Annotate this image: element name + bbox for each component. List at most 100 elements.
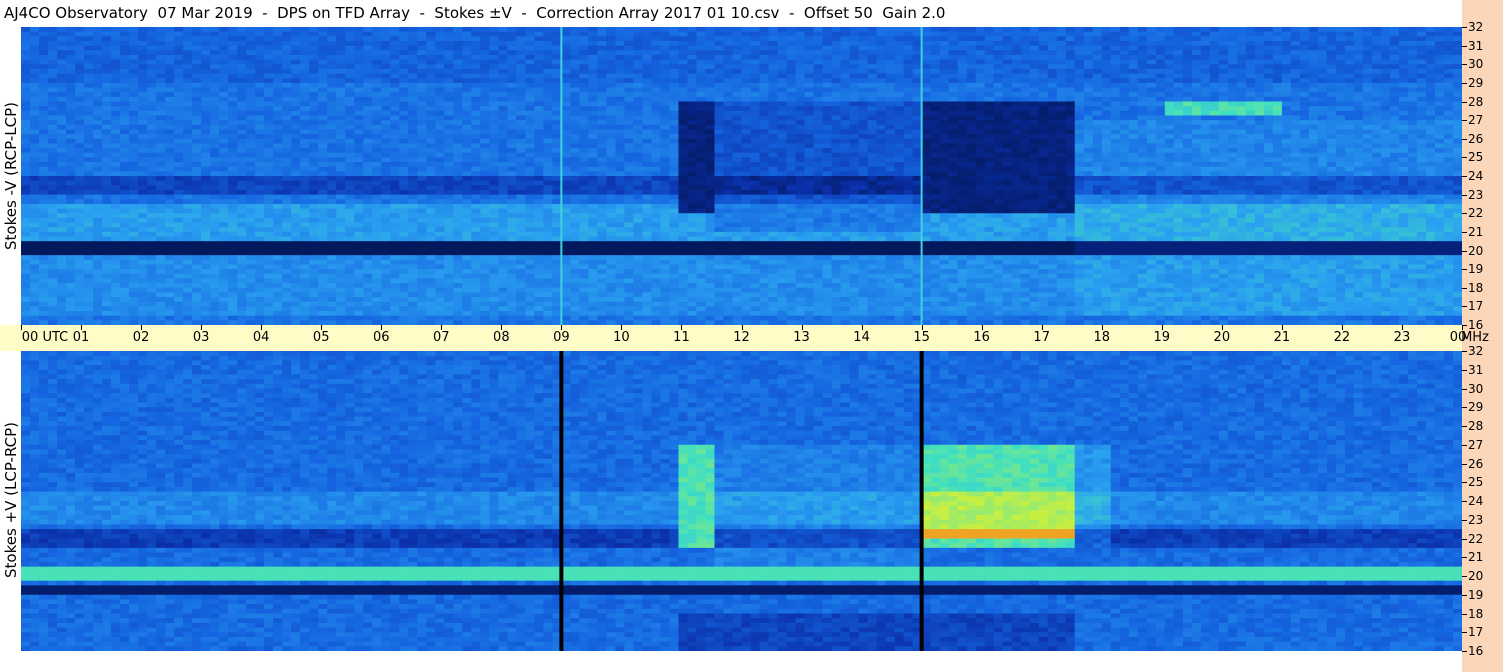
time-tick-label: 01 [73, 330, 90, 345]
frequency-axis-strip [1462, 0, 1503, 672]
time-tick-mark [81, 325, 83, 330]
time-tick-mark [1221, 325, 1223, 330]
frequency-tick-mark [1462, 632, 1467, 634]
frequency-tick-label: 20 [1468, 569, 1483, 583]
frequency-tick-mark [1462, 407, 1467, 409]
time-tick-label: 11 [673, 330, 690, 345]
frequency-tick-mark [1462, 351, 1467, 352]
time-tick-mark [1041, 325, 1043, 330]
frequency-tick-mark [1462, 594, 1467, 596]
time-tick-label: 12 [733, 330, 750, 345]
frequency-tick-label: 18 [1468, 281, 1483, 295]
frequency-tick-mark [1462, 426, 1467, 427]
frequency-tick-label: 29 [1468, 400, 1483, 414]
time-tick-label: 00 [1450, 330, 1467, 345]
time-tick-label: 02 [133, 330, 150, 345]
frequency-tick-mark [1462, 101, 1467, 103]
frequency-tick-label: 17 [1468, 299, 1483, 313]
frequency-tick-label: 32 [1468, 20, 1483, 34]
time-tick-label: 15 [913, 330, 930, 345]
frequency-tick-label: 22 [1468, 532, 1483, 546]
time-tick-mark [741, 325, 743, 330]
bottom-panel-label: Stokes +V (LCP-RCP) [2, 422, 20, 578]
frequency-tick-mark [1462, 538, 1467, 540]
time-tick-mark [141, 325, 143, 330]
frequency-tick-label: 16 [1468, 318, 1483, 332]
frequency-tick-label: 18 [1468, 607, 1483, 621]
time-tick-mark [1462, 325, 1463, 330]
frequency-tick-label: 32 [1468, 344, 1483, 358]
frequency-tick-label: 30 [1468, 382, 1483, 396]
time-tick-mark [441, 325, 443, 330]
time-tick-label: 22 [1334, 330, 1351, 345]
time-tick-mark [861, 325, 863, 330]
frequency-tick-mark [1462, 231, 1467, 233]
axis-unit-label: MHz [1461, 330, 1489, 345]
time-tick-mark [921, 325, 923, 330]
frequency-tick-label: 17 [1468, 625, 1483, 639]
frequency-tick-mark [1462, 138, 1467, 140]
frequency-tick-label: 23 [1468, 188, 1483, 202]
frequency-tick-mark [1462, 250, 1467, 252]
time-tick-label: 16 [973, 330, 990, 345]
frequency-tick-label: 25 [1468, 150, 1483, 164]
time-tick-label: 06 [373, 330, 390, 345]
time-tick-mark [261, 325, 263, 330]
frequency-tick-label: 27 [1468, 113, 1483, 127]
frequency-tick-label: 20 [1468, 244, 1483, 258]
frequency-tick-label: 28 [1468, 419, 1483, 433]
time-tick-label: 03 [193, 330, 210, 345]
frequency-tick-label: 19 [1468, 262, 1483, 276]
time-axis: 00 UTC 01 02 03 04 05 06 07 08 09 10 11 12 13 14 15 16 17… [0, 325, 1489, 351]
frequency-tick-mark [1462, 27, 1467, 28]
time-tick-label: 09 [553, 330, 570, 345]
time-tick-mark [201, 325, 203, 330]
bottom-spectrogram [21, 351, 1462, 651]
time-tick-mark [621, 325, 623, 330]
frequency-tick-mark [1462, 213, 1467, 215]
time-tick-mark [1101, 325, 1103, 330]
frequency-tick-label: 21 [1468, 225, 1483, 239]
frequency-tick-mark [1462, 120, 1467, 122]
frequency-tick-mark [1462, 306, 1467, 308]
time-tick-mark [321, 325, 323, 330]
frequency-tick-label: 19 [1468, 588, 1483, 602]
time-tick-label: 19 [1154, 330, 1171, 345]
frequency-tick-mark [1462, 613, 1467, 615]
frequency-tick-mark [1462, 176, 1467, 177]
top-panel-label: Stokes -V (RCP-LCP) [2, 102, 20, 250]
frequency-tick-mark [1462, 157, 1467, 159]
time-tick-mark [561, 325, 563, 330]
spectrogram-image [21, 27, 1462, 325]
time-tick-mark [1401, 325, 1403, 330]
frequency-tick-label: 27 [1468, 438, 1483, 452]
frequency-tick-mark [1462, 325, 1467, 326]
time-tick-mark [1161, 325, 1163, 330]
time-tick-label: 13 [793, 330, 810, 345]
time-tick-label: 10 [613, 330, 630, 345]
time-tick-mark [21, 325, 22, 330]
frequency-tick-mark [1462, 501, 1467, 502]
time-tick-label: 05 [313, 330, 330, 345]
frequency-tick-label: 23 [1468, 513, 1483, 527]
frequency-tick-mark [1462, 557, 1467, 559]
frequency-tick-label: 22 [1468, 206, 1483, 220]
frequency-tick-mark [1462, 287, 1467, 289]
frequency-tick-label: 26 [1468, 457, 1483, 471]
time-tick-label: 14 [853, 330, 870, 345]
frequency-tick-label: 24 [1468, 494, 1483, 508]
frequency-tick-label: 24 [1468, 169, 1483, 183]
time-tick-label: 21 [1274, 330, 1291, 345]
frequency-tick-mark [1462, 194, 1467, 196]
frequency-tick-label: 31 [1468, 363, 1483, 377]
spectrogram-image [21, 351, 1462, 651]
time-tick-label: 23 [1394, 330, 1411, 345]
frequency-tick-label: 29 [1468, 76, 1483, 90]
time-tick-label: 17 [1033, 330, 1050, 345]
time-tick-label: 07 [433, 330, 450, 345]
time-tick-mark [681, 325, 683, 330]
frequency-tick-mark [1462, 82, 1467, 84]
frequency-tick-mark [1462, 45, 1467, 47]
frequency-tick-mark [1462, 519, 1467, 521]
frequency-tick-label: 16 [1468, 644, 1483, 658]
